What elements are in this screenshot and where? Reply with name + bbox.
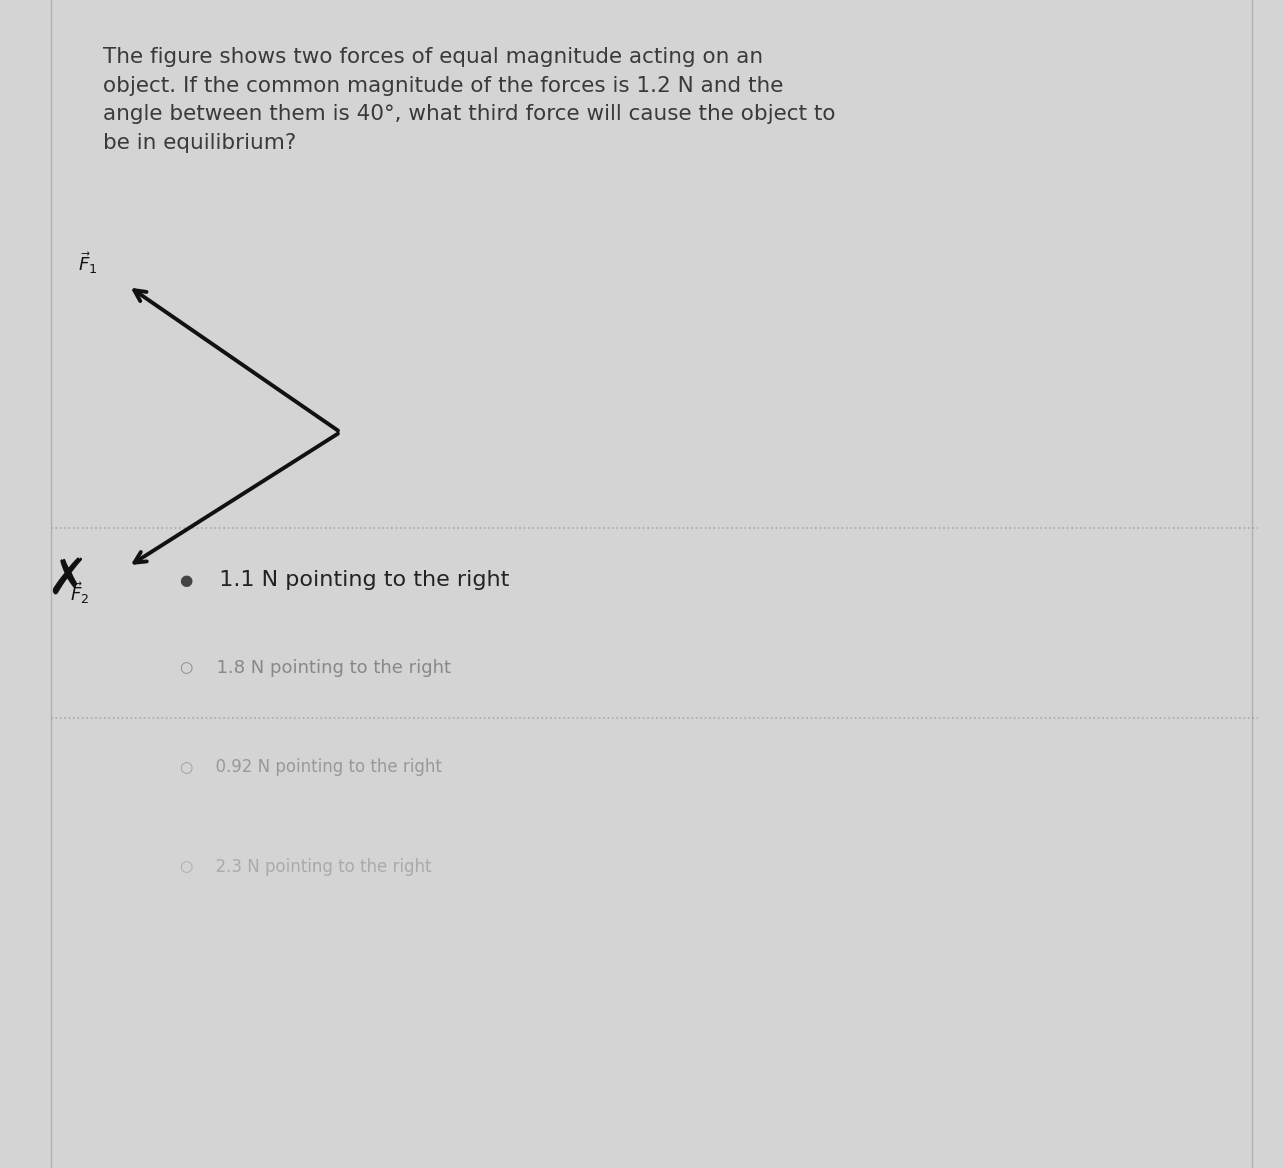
Text: $\vec{F}_1$: $\vec{F}_1$: [77, 250, 98, 276]
Text: 0.92 N pointing to the right: 0.92 N pointing to the right: [205, 758, 442, 777]
Text: The figure shows two forces of equal magnitude acting on an
object. If the commo: The figure shows two forces of equal mag…: [103, 47, 835, 153]
Text: 2.3 N pointing to the right: 2.3 N pointing to the right: [205, 857, 431, 876]
Text: ○: ○: [180, 760, 193, 774]
Text: 1.8 N pointing to the right: 1.8 N pointing to the right: [205, 659, 452, 677]
Text: ●: ●: [180, 573, 193, 588]
Text: $\vec{F}_2$: $\vec{F}_2$: [69, 580, 90, 606]
Text: ○: ○: [180, 661, 193, 675]
Text: 1.1 N pointing to the right: 1.1 N pointing to the right: [205, 570, 510, 591]
Text: ○: ○: [180, 860, 193, 874]
Text: ✗: ✗: [46, 556, 87, 605]
